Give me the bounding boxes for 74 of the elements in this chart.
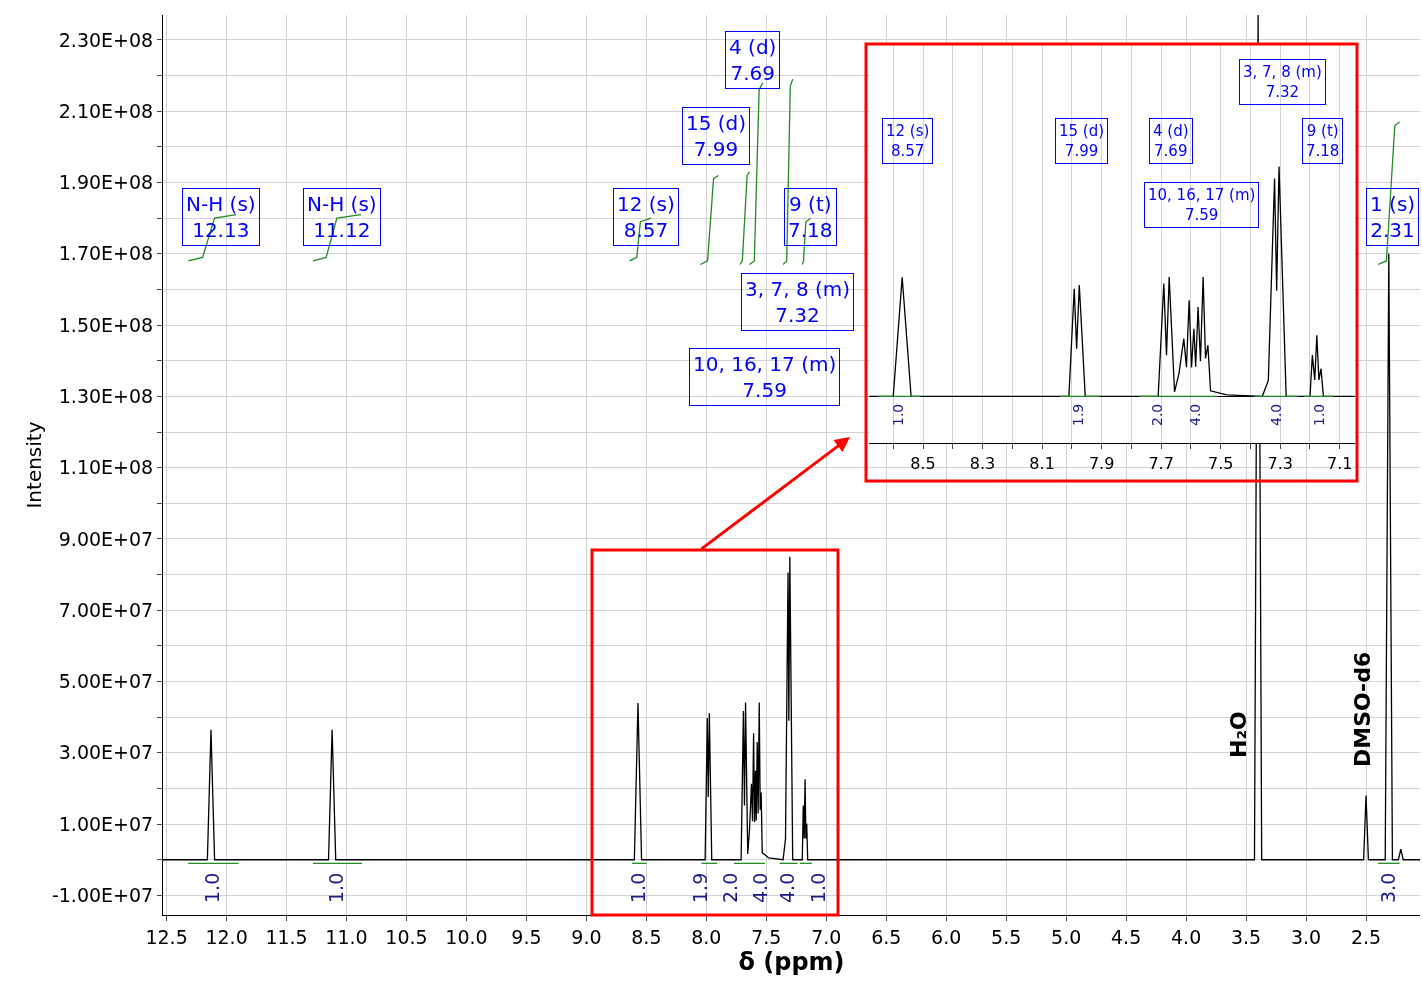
annotation: 2.0 [719,872,741,903]
annotation: 3, 7, 8 (m) 7.32 [1243,63,1322,101]
x-tick-label: 9.5 [511,925,542,948]
x-tick-label: 8.5 [631,925,662,948]
annotation: 3.0 [1377,872,1399,903]
y-tick-label: 1.00E+07 [58,812,154,835]
line-series [699,174,719,266]
annotation: 1.0 [201,872,223,903]
annotation: 1.9 [689,872,711,903]
annotation: 1.0 [627,872,649,903]
x-tick-label: 7.1 [1327,453,1353,473]
annotation: 1.9 [1070,403,1086,426]
y-tick-label: 1.10E+08 [58,456,154,479]
x-tick-label: 3.0 [1290,925,1322,948]
annotation: 15 (d) 7.99 [1059,122,1105,160]
y-axis-title: Intensity [22,421,47,509]
annotation: 9 (t) 7.18 [1306,122,1340,160]
y-tick-label: 3.00E+07 [58,741,154,764]
x-tick-label: 7.5 [751,925,782,948]
x-axis-title: δ (ppm) [738,948,845,977]
line-series [739,171,751,266]
annotation: H₂O [1226,711,1251,758]
y-tick-label: 1.70E+08 [58,242,154,265]
annotation: 1.0 [1311,403,1327,426]
x-tick-label: 7.0 [811,925,842,948]
y-tick-label: 9.00E+07 [58,527,154,550]
y-tick-label: 2.10E+08 [58,99,154,122]
line-series [748,82,764,266]
annotation: 1.0 [807,872,829,903]
annotation: 1.0 [325,872,347,903]
y-tick-label: 5.00E+07 [58,670,154,693]
annotation: DMSO-d6 [1350,651,1375,767]
x-tick-label: 9.0 [571,925,602,948]
annotation: 4.0 [776,872,798,903]
x-tick-label: 2.5 [1350,925,1382,948]
x-tick-label: 6.0 [931,925,962,948]
annotation: 1.0 [890,403,906,426]
x-tick-label: 8.1 [1029,453,1055,473]
y-tick-label: 1.90E+08 [58,171,154,194]
x-tick-label: 12.5 [145,925,188,948]
annotation: 10, 16, 17 (m) 7.59 [1148,186,1256,224]
x-tick-label: 5.5 [991,925,1022,948]
x-tick-label: 7.5 [1207,453,1234,473]
annotation: 4.0 [749,872,771,903]
x-tick-label: 8.5 [910,453,936,473]
annotation: 4 (d) 7.69 [1153,122,1189,160]
x-tick-label: 5.0 [1051,925,1082,948]
annotation: 10, 16, 17 (m) 7.59 [693,352,837,402]
x-tick-label: 7.9 [1088,453,1115,473]
x-tick-label: 7.7 [1148,453,1174,473]
x-tick-label: 10.5 [385,925,428,948]
x-tick-label: 4.5 [1111,925,1142,948]
y-tick-label: 2.30E+08 [58,28,154,51]
x-tick-label: 8.3 [969,453,996,473]
y-tick-label: -1.00E+07 [51,884,154,907]
x-tick-label: 3.5 [1230,925,1262,948]
x-tick-label: 10.0 [445,925,488,948]
annotation: 4.0 [1187,403,1203,426]
y-tick-label: 1.30E+08 [58,385,154,408]
x-tick-label: 7.3 [1267,453,1293,473]
x-tick-label: 12.0 [205,925,248,948]
y-tick-label: 7.00E+07 [58,598,154,621]
x-tick-label: 11.0 [325,925,368,948]
x-tick-label: 4.0 [1171,925,1202,948]
annotation: 3, 7, 8 (m) 7.32 [745,277,851,327]
x-tick-label: 6.5 [871,925,902,948]
x-tick-label: 11.5 [265,925,308,948]
y-tick-label: 1.50E+08 [58,313,154,336]
annotation: 12 (s) 8.57 [886,122,930,160]
annotation: 4.0 [1268,403,1284,426]
annotation: 2.0 [1149,403,1165,426]
annotation: 4 (d) 7.69 [729,35,777,85]
x-tick-label: 8.0 [691,925,722,948]
annotation: 15 (d) 7.99 [686,111,747,161]
